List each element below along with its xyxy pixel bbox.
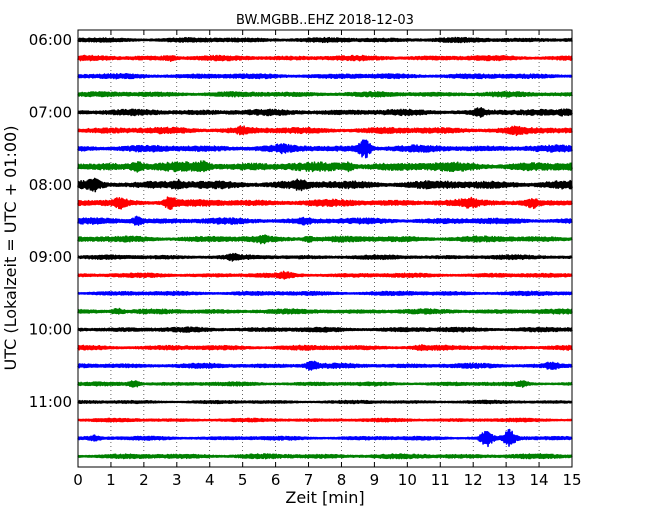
seismic-trace <box>77 234 573 245</box>
seismic-trace <box>77 252 573 262</box>
seismic-trace <box>77 36 573 44</box>
seismic-trace <box>77 270 573 280</box>
trace-group <box>77 36 573 460</box>
y-axis-label: UTC (Lokalzeit = UTC + 01:00) <box>1 126 20 371</box>
y-tick-label: 06:00 <box>29 31 72 49</box>
x-tick-label: 3 <box>172 471 182 489</box>
x-tick-label: 14 <box>530 471 549 489</box>
seismic-trace <box>77 380 573 388</box>
x-tick-label: 4 <box>205 471 215 489</box>
seismic-trace <box>77 54 573 62</box>
x-tick-label: 10 <box>398 471 417 489</box>
y-tick-label: 10:00 <box>29 321 72 339</box>
seismic-trace <box>77 417 573 423</box>
seismic-trace <box>77 177 573 193</box>
x-tick-label: 15 <box>562 471 581 489</box>
seismic-trace <box>77 326 573 333</box>
seismic-trace <box>77 290 573 297</box>
y-tick-label: 09:00 <box>29 248 72 266</box>
seismic-trace <box>77 160 573 173</box>
x-tick-label: 11 <box>431 471 450 489</box>
x-tick-label: 2 <box>139 471 149 489</box>
y-tick-label: 11:00 <box>29 393 72 411</box>
seismic-trace <box>77 106 573 118</box>
seismic-trace <box>77 453 573 460</box>
seismic-trace <box>77 307 573 315</box>
seismic-trace <box>77 428 573 448</box>
y-axis-ticks: 06:00 07:00 08:00 09:00 10:00 11:00 <box>29 31 572 411</box>
x-tick-label: 9 <box>370 471 380 489</box>
y-tick-label: 08:00 <box>29 176 72 194</box>
seismic-trace <box>77 215 573 227</box>
chart-title: BW.MGBB..EHZ 2018-12-03 <box>236 13 414 28</box>
x-tick-label: 12 <box>464 471 483 489</box>
seismic-trace <box>77 125 573 137</box>
seismic-trace <box>77 360 573 371</box>
x-tick-label: 5 <box>238 471 248 489</box>
seismic-trace <box>77 344 573 352</box>
seismic-trace <box>77 139 573 159</box>
y-tick-label: 07:00 <box>29 103 72 121</box>
grid-lines <box>110 30 540 467</box>
x-tick-label: 1 <box>106 471 116 489</box>
seismic-trace <box>77 196 573 210</box>
x-axis-label: Zeit [min] <box>285 488 364 507</box>
x-tick-label: 7 <box>304 471 314 489</box>
x-tick-label: 0 <box>73 471 83 489</box>
seismic-trace <box>77 90 573 98</box>
plot-frame <box>77 29 573 468</box>
seismic-trace <box>77 399 573 405</box>
x-axis-ticks: 0 1 2 3 4 5 6 7 8 9 10 11 12 13 14 15 <box>73 30 582 489</box>
x-tick-label: 6 <box>271 471 281 489</box>
seismic-trace <box>77 72 573 80</box>
x-tick-label: 8 <box>337 471 347 489</box>
x-tick-label: 13 <box>497 471 516 489</box>
